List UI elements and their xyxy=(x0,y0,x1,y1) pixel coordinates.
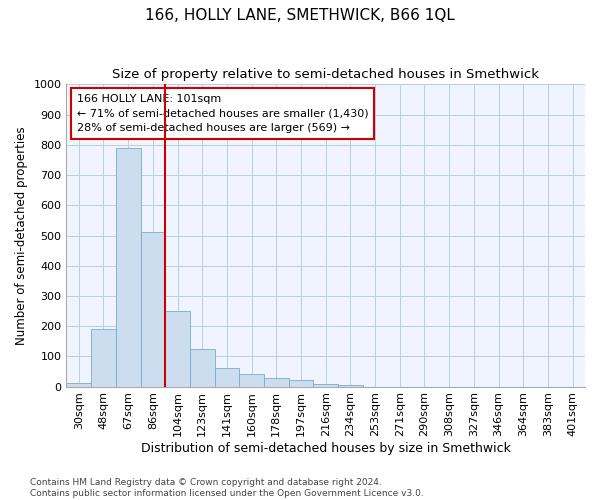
Bar xyxy=(264,378,289,386)
Text: Contains HM Land Registry data © Crown copyright and database right 2024.
Contai: Contains HM Land Registry data © Crown c… xyxy=(30,478,424,498)
Bar xyxy=(190,349,215,387)
Bar xyxy=(165,311,190,386)
Text: 166, HOLLY LANE, SMETHWICK, B66 1QL: 166, HOLLY LANE, SMETHWICK, B66 1QL xyxy=(145,8,455,22)
Bar xyxy=(338,385,363,386)
Text: 166 HOLLY LANE: 101sqm
← 71% of semi-detached houses are smaller (1,430)
28% of : 166 HOLLY LANE: 101sqm ← 71% of semi-det… xyxy=(77,94,368,133)
Bar xyxy=(313,384,338,386)
Title: Size of property relative to semi-detached houses in Smethwick: Size of property relative to semi-detach… xyxy=(112,68,539,80)
Bar xyxy=(140,232,165,386)
X-axis label: Distribution of semi-detached houses by size in Smethwick: Distribution of semi-detached houses by … xyxy=(141,442,511,455)
Bar xyxy=(91,329,116,386)
Bar xyxy=(116,148,140,386)
Bar xyxy=(215,368,239,386)
Y-axis label: Number of semi-detached properties: Number of semi-detached properties xyxy=(15,126,28,345)
Bar xyxy=(67,383,91,386)
Bar xyxy=(239,374,264,386)
Bar xyxy=(289,380,313,386)
